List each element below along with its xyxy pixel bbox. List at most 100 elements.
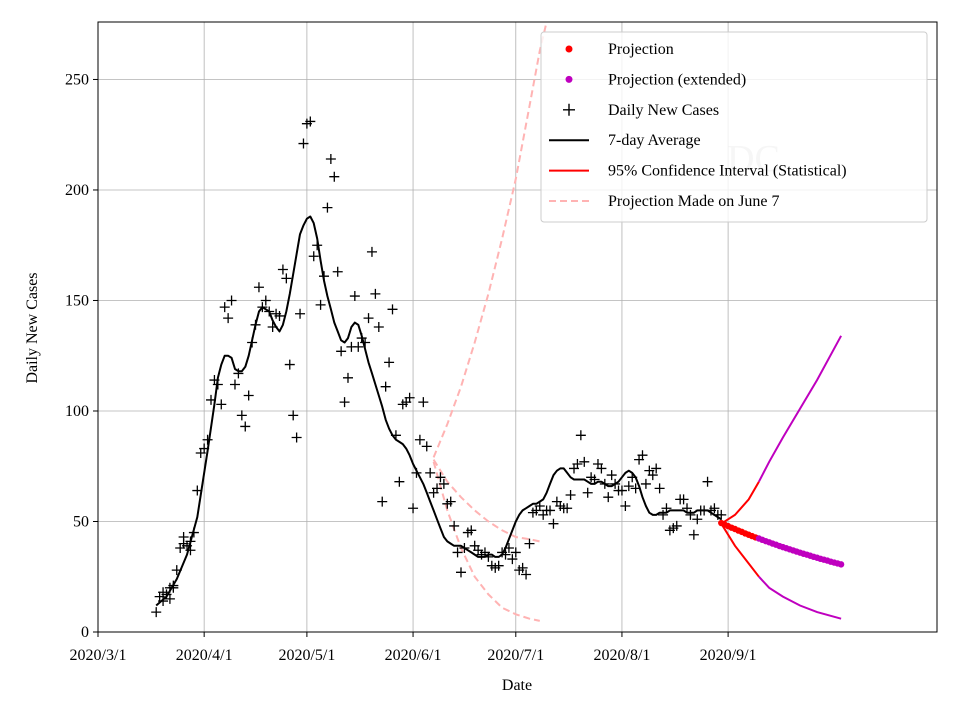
- june7-mid-line: [432, 459, 541, 543]
- daily-case-marker: [493, 560, 504, 571]
- daily-case-marker: [452, 547, 463, 558]
- daily-case-marker: [455, 567, 466, 578]
- daily-case-marker: [445, 496, 456, 507]
- legend-swatch-plus: [563, 103, 575, 116]
- daily-case-marker: [637, 450, 648, 461]
- daily-cases-layer: [151, 116, 727, 618]
- daily-case-marker: [459, 543, 470, 554]
- daily-case-marker: [654, 483, 665, 494]
- daily-case-marker: [548, 518, 559, 529]
- daily-case-marker: [223, 313, 234, 324]
- axis-ticks: 2020/3/1 2020/4/1 2020/5/1 2020/6/1 2020/7/1…: [65, 71, 757, 664]
- legend-box: [540, 31, 928, 223]
- daily-case-marker: [582, 487, 593, 498]
- daily-case-marker: [377, 496, 388, 507]
- daily-case-marker: [507, 554, 518, 565]
- daily-case-marker: [295, 308, 306, 319]
- daily-case-marker: [229, 379, 240, 390]
- june7-upper-line: [432, 21, 548, 458]
- daily-case-marker: [435, 472, 446, 483]
- daily-case-marker: [243, 390, 254, 401]
- daily-case-marker: [394, 476, 405, 487]
- y-tick-label: 250: [65, 71, 89, 88]
- daily-case-marker: [603, 492, 614, 503]
- daily-case-marker: [284, 359, 295, 370]
- daily-case-marker: [610, 478, 621, 489]
- y-tick-label: 200: [65, 182, 89, 199]
- daily-case-marker: [281, 273, 292, 284]
- legend-label: Daily New Cases: [608, 102, 719, 119]
- daily-case-marker: [319, 271, 330, 282]
- daily-case-marker: [449, 520, 460, 531]
- daily-case-marker: [253, 282, 264, 293]
- daily-case-marker: [158, 596, 169, 607]
- daily-case-marker: [565, 489, 576, 500]
- daily-case-marker: [226, 295, 237, 306]
- y-tick-label: 0: [81, 624, 89, 641]
- legend-label: 7-day Average: [608, 132, 701, 149]
- daily-case-marker: [206, 394, 217, 405]
- x-tick-label: 2020/6/1: [385, 647, 442, 664]
- daily-case-marker: [545, 505, 556, 516]
- daily-case-marker: [616, 485, 627, 496]
- daily-case-marker: [647, 470, 658, 481]
- daily-case-marker: [421, 441, 432, 452]
- daily-case-marker: [360, 337, 371, 348]
- daily-case-marker: [240, 421, 251, 432]
- daily-case-marker: [466, 525, 477, 536]
- daily-case-marker: [599, 478, 610, 489]
- daily-case-marker: [151, 607, 162, 618]
- daily-case-marker: [534, 501, 545, 512]
- daily-case-marker: [247, 337, 258, 348]
- daily-case-marker: [661, 503, 672, 514]
- daily-case-marker: [277, 264, 288, 275]
- legend: Projection Projection (extended) Daily New…: [540, 31, 928, 223]
- seven-day-average-line: [155, 215, 722, 607]
- daily-case-marker: [620, 501, 631, 512]
- daily-case-marker: [291, 432, 302, 443]
- projection-extended-point: [837, 561, 845, 568]
- daily-case-marker: [579, 456, 590, 467]
- daily-case-marker: [171, 565, 182, 576]
- y-tick-label: 100: [65, 403, 89, 420]
- daily-case-marker: [373, 322, 384, 332]
- daily-case-marker: [627, 472, 638, 483]
- daily-case-marker: [606, 470, 617, 481]
- daily-case-marker: [274, 310, 285, 321]
- daily-case-marker: [233, 368, 244, 379]
- ci-upper-line: [720, 481, 760, 525]
- daily-case-marker: [264, 306, 275, 317]
- daily-case-marker: [257, 302, 268, 313]
- daily-case-marker: [503, 543, 514, 554]
- projection-layer: [718, 519, 845, 568]
- daily-case-marker: [640, 478, 651, 489]
- axes-frame: [97, 21, 938, 633]
- legend-label: Projection: [608, 41, 674, 58]
- daily-case-marker: [562, 503, 573, 514]
- daily-case-marker: [322, 202, 333, 213]
- x-axis-label: Date: [502, 677, 532, 694]
- daily-case-marker: [185, 536, 196, 547]
- daily-case-marker: [623, 481, 634, 492]
- daily-case-marker: [380, 381, 391, 392]
- legend-swatch-dot: [565, 75, 573, 83]
- daily-case-marker: [651, 463, 662, 474]
- daily-case-marker: [236, 410, 247, 421]
- daily-case-marker: [688, 529, 699, 540]
- x-tick-label: 2020/8/1: [594, 647, 651, 664]
- daily-case-marker: [572, 459, 583, 470]
- daily-case-marker: [483, 551, 494, 562]
- daily-case-marker: [709, 503, 720, 514]
- daily-case-marker: [702, 476, 713, 487]
- daily-case-marker: [298, 138, 309, 149]
- x-tick-label: 2020/3/1: [70, 647, 127, 664]
- legend-swatch-dot: [565, 45, 573, 53]
- daily-case-marker: [349, 291, 360, 302]
- daily-case-marker: [188, 527, 199, 538]
- daily-case-marker: [288, 410, 299, 421]
- daily-case-marker: [678, 494, 689, 505]
- daily-case-marker: [336, 346, 347, 357]
- daily-case-marker: [312, 240, 323, 251]
- daily-case-marker: [185, 545, 196, 556]
